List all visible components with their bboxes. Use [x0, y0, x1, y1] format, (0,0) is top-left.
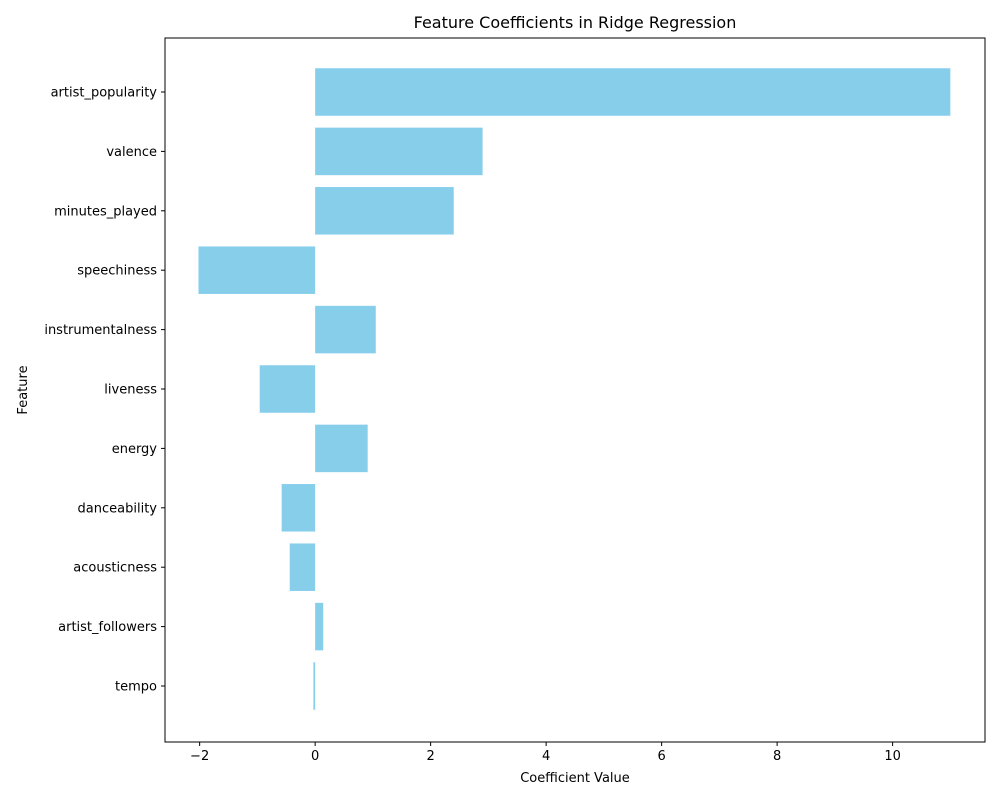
x-tick-label: −2	[190, 749, 209, 764]
bar-acousticness	[289, 543, 316, 591]
y-axis-label: Feature	[16, 365, 31, 414]
bar-artist-popularity	[315, 68, 951, 116]
y-tick-label: artist_followers	[58, 620, 157, 635]
bars-layer	[198, 68, 951, 710]
bar-valence	[315, 127, 483, 176]
y-tick-label: artist_popularity	[51, 86, 158, 101]
chart-title: Feature Coefficients in Ridge Regression	[414, 13, 737, 32]
y-tick-label: liveness	[104, 383, 157, 398]
x-tick-label: 4	[542, 749, 550, 764]
y-tick-label: tempo	[115, 680, 157, 695]
bar-artist-followers	[315, 602, 324, 651]
y-tick-label: valence	[106, 145, 157, 160]
bar-danceability	[281, 484, 316, 532]
bar-tempo	[313, 662, 316, 710]
y-tick-label: energy	[112, 442, 158, 457]
bar-instrumentalness	[315, 305, 376, 354]
y-tick-label: minutes_played	[54, 204, 157, 219]
x-tick-label: 2	[426, 749, 434, 764]
y-tick-label: speechiness	[77, 264, 157, 279]
bar-energy	[315, 424, 368, 473]
bar-speechiness	[198, 246, 316, 294]
y-tick-label: danceability	[78, 501, 158, 516]
bar-minutes-played	[315, 187, 454, 235]
x-tick-label: 6	[657, 749, 665, 764]
y-tick-label: acousticness	[73, 561, 157, 576]
x-axis-label: Coefficient Value	[520, 771, 630, 786]
x-tick-label: 0	[311, 749, 319, 764]
y-tick-label: instrumentalness	[44, 323, 157, 338]
plot-frame	[164, 37, 986, 743]
x-tick-label: 10	[884, 749, 901, 764]
bar-liveness	[259, 365, 316, 413]
axes-layer	[164, 37, 986, 743]
x-tick-label: 8	[773, 749, 781, 764]
